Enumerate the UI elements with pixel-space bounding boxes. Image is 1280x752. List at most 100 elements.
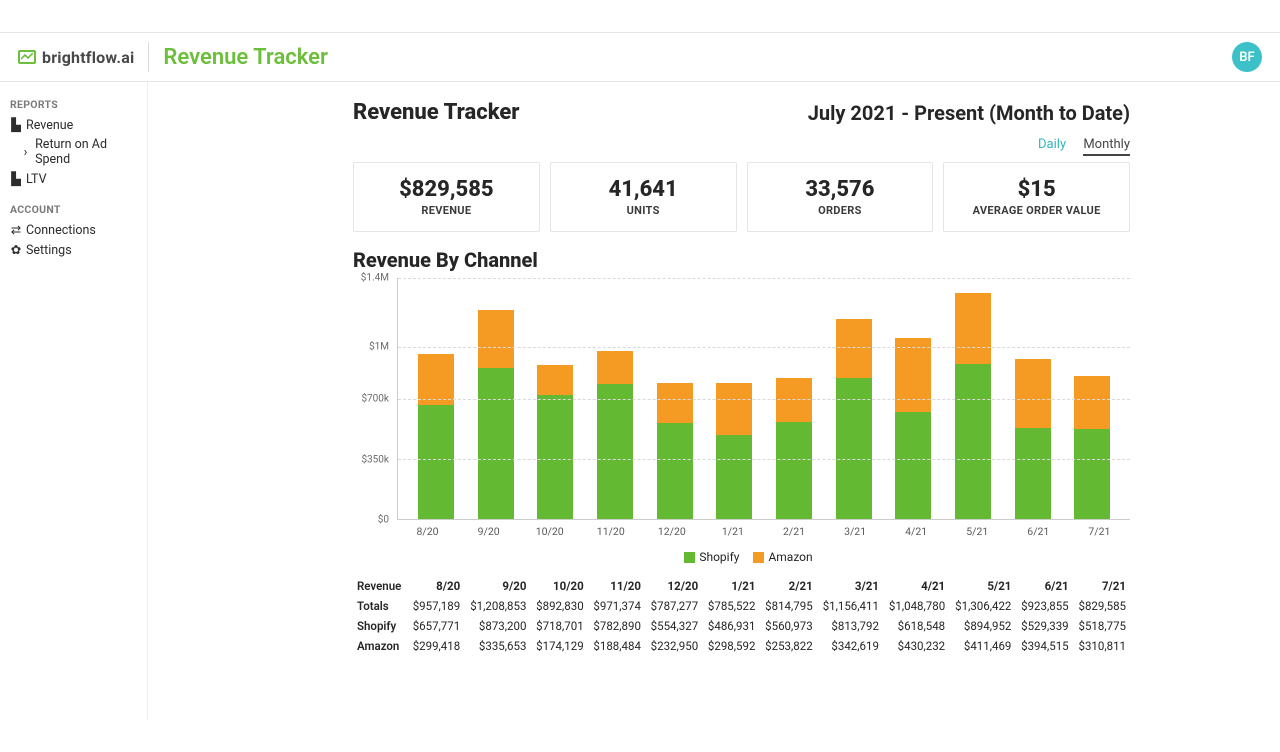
table-cell: $971,374 (588, 596, 645, 616)
y-axis-label: $350k (361, 454, 389, 465)
chevron-right-icon: › (20, 145, 31, 160)
bar-segment-amazon (1015, 359, 1051, 427)
table-col-header: 3/21 (817, 576, 883, 596)
revenue-chart: $0$350k$700k$1M$1.4M 8/209/2010/2011/201… (353, 278, 1130, 548)
table-cell: $618,548 (883, 616, 949, 636)
table-col-header: 12/20 (645, 576, 702, 596)
x-axis-label: 4/21 (886, 525, 947, 538)
table-cell: $1,306,422 (949, 596, 1015, 616)
connections-icon: ⇄ (10, 222, 22, 238)
table-cell: $923,855 (1015, 596, 1072, 616)
kpi-value: 33,576 (754, 177, 927, 202)
date-range: July 2021 - Present (Month to Date) (808, 101, 1130, 125)
chart-icon (18, 50, 36, 64)
topbar: brightflow.ai Revenue Tracker BF (0, 32, 1280, 82)
bar-segment-shopify (418, 405, 454, 519)
sidebar: REPORTS ▙ Revenue › Return on Ad Spend ▙… (0, 82, 148, 720)
y-axis-label: $700k (361, 394, 389, 405)
bar-segment-amazon (895, 338, 931, 412)
table-cell: $560,973 (759, 616, 816, 636)
sidebar-item-roas[interactable]: › Return on Ad Spend (10, 135, 137, 169)
table-cell: $335,653 (464, 636, 530, 656)
chart-legend: ShopifyAmazon (353, 550, 1130, 564)
table-cell: $430,232 (883, 636, 949, 656)
table-cell: $394,515 (1015, 636, 1072, 656)
kpi-value: $15 (950, 177, 1123, 202)
sidebar-item-ltv[interactable]: ▙ LTV (10, 169, 137, 189)
bar-segment-shopify (1015, 428, 1051, 520)
table-row: Shopify$657,771$873,200$718,701$782,890$… (353, 616, 1130, 636)
bar-segment-shopify (478, 368, 514, 519)
table-cell: $785,522 (702, 596, 759, 616)
bar-segment-shopify (657, 423, 693, 519)
kpi-label: ORDERS (754, 204, 927, 217)
table-cell: $782,890 (588, 616, 645, 636)
table-cell: $232,950 (645, 636, 702, 656)
bar-segment-amazon (597, 351, 633, 384)
bar-segment-shopify (716, 435, 752, 519)
table-col-header: 8/20 (407, 576, 464, 596)
table-cell: $554,327 (645, 616, 702, 636)
bar-segment-amazon (955, 293, 991, 364)
kpi-value: $829,585 (360, 177, 533, 202)
table-cell: $894,952 (949, 616, 1015, 636)
x-axis-label: 8/20 (397, 525, 458, 538)
brand-logo[interactable]: brightflow.ai (18, 48, 134, 67)
sidebar-item-label: Settings (26, 243, 72, 258)
sidebar-item-settings[interactable]: ✿ Settings (10, 240, 137, 260)
table-cell: $518,775 (1073, 616, 1130, 636)
table-cell: $873,200 (464, 616, 530, 636)
brand-name: brightflow.ai (42, 48, 134, 67)
table-col-header: 1/21 (702, 576, 759, 596)
sidebar-item-connections[interactable]: ⇄ Connections (10, 220, 137, 240)
bar-segment-amazon (478, 310, 514, 368)
row-label: Shopify (353, 616, 407, 636)
y-axis-label: $1M (369, 342, 389, 353)
table-col-header: 5/21 (949, 576, 1015, 596)
sidebar-item-label: Connections (26, 223, 96, 238)
table-cell: $411,469 (949, 636, 1015, 656)
sidebar-item-label: LTV (26, 172, 47, 187)
toggle-monthly[interactable]: Monthly (1083, 137, 1130, 156)
x-axis-label: 1/21 (702, 525, 763, 538)
table-cell: $299,418 (407, 636, 464, 656)
x-axis-label: 9/20 (458, 525, 519, 538)
table-cell: $813,792 (817, 616, 883, 636)
table-cell: $174,129 (530, 636, 587, 656)
legend-label: Shopify (699, 550, 739, 564)
table-cell: $298,592 (702, 636, 759, 656)
table-cell: $486,931 (702, 616, 759, 636)
sidebar-item-revenue[interactable]: ▙ Revenue (10, 115, 137, 135)
kpi-card: 41,641UNITS (550, 162, 737, 232)
row-label: Totals (353, 596, 407, 616)
table-col-header: 2/21 (759, 576, 816, 596)
bar-chart-icon: ▙ (10, 171, 22, 187)
table-cell: $957,189 (407, 596, 464, 616)
kpi-card: 33,576 ORDERS (747, 162, 934, 232)
table-col-header: 10/20 (530, 576, 587, 596)
bar-segment-amazon (657, 383, 693, 423)
bar-segment-amazon (776, 378, 812, 422)
table-cell: $188,484 (588, 636, 645, 656)
table-cell: $310,811 (1073, 636, 1130, 656)
x-axis-label: 7/21 (1069, 525, 1130, 538)
x-axis-label: 6/21 (1008, 525, 1069, 538)
revenue-table: Revenue8/209/2010/2011/2012/201/212/213/… (353, 576, 1130, 656)
top-page-title: Revenue Tracker (163, 45, 327, 70)
bar-segment-shopify (895, 412, 931, 519)
bar-segment-shopify (537, 395, 573, 519)
table-cell: $529,339 (1015, 616, 1072, 636)
avatar[interactable]: BF (1232, 42, 1262, 72)
view-toggle: Daily Monthly (353, 137, 1130, 152)
bar-segment-amazon (537, 365, 573, 395)
kpi-label: AVERAGE ORDER VALUE (950, 204, 1123, 217)
table-cell: $253,822 (759, 636, 816, 656)
bar-segment-shopify (1074, 429, 1110, 519)
toggle-daily[interactable]: Daily (1038, 137, 1066, 152)
kpi-card: $15 AVERAGE ORDER VALUE (943, 162, 1130, 232)
x-axis-label: 11/20 (580, 525, 641, 538)
table-cell: $342,619 (817, 636, 883, 656)
kpi-label: REVENUE (360, 204, 533, 217)
table-cell: $829,585 (1073, 596, 1130, 616)
table-col-header: 6/21 (1015, 576, 1072, 596)
